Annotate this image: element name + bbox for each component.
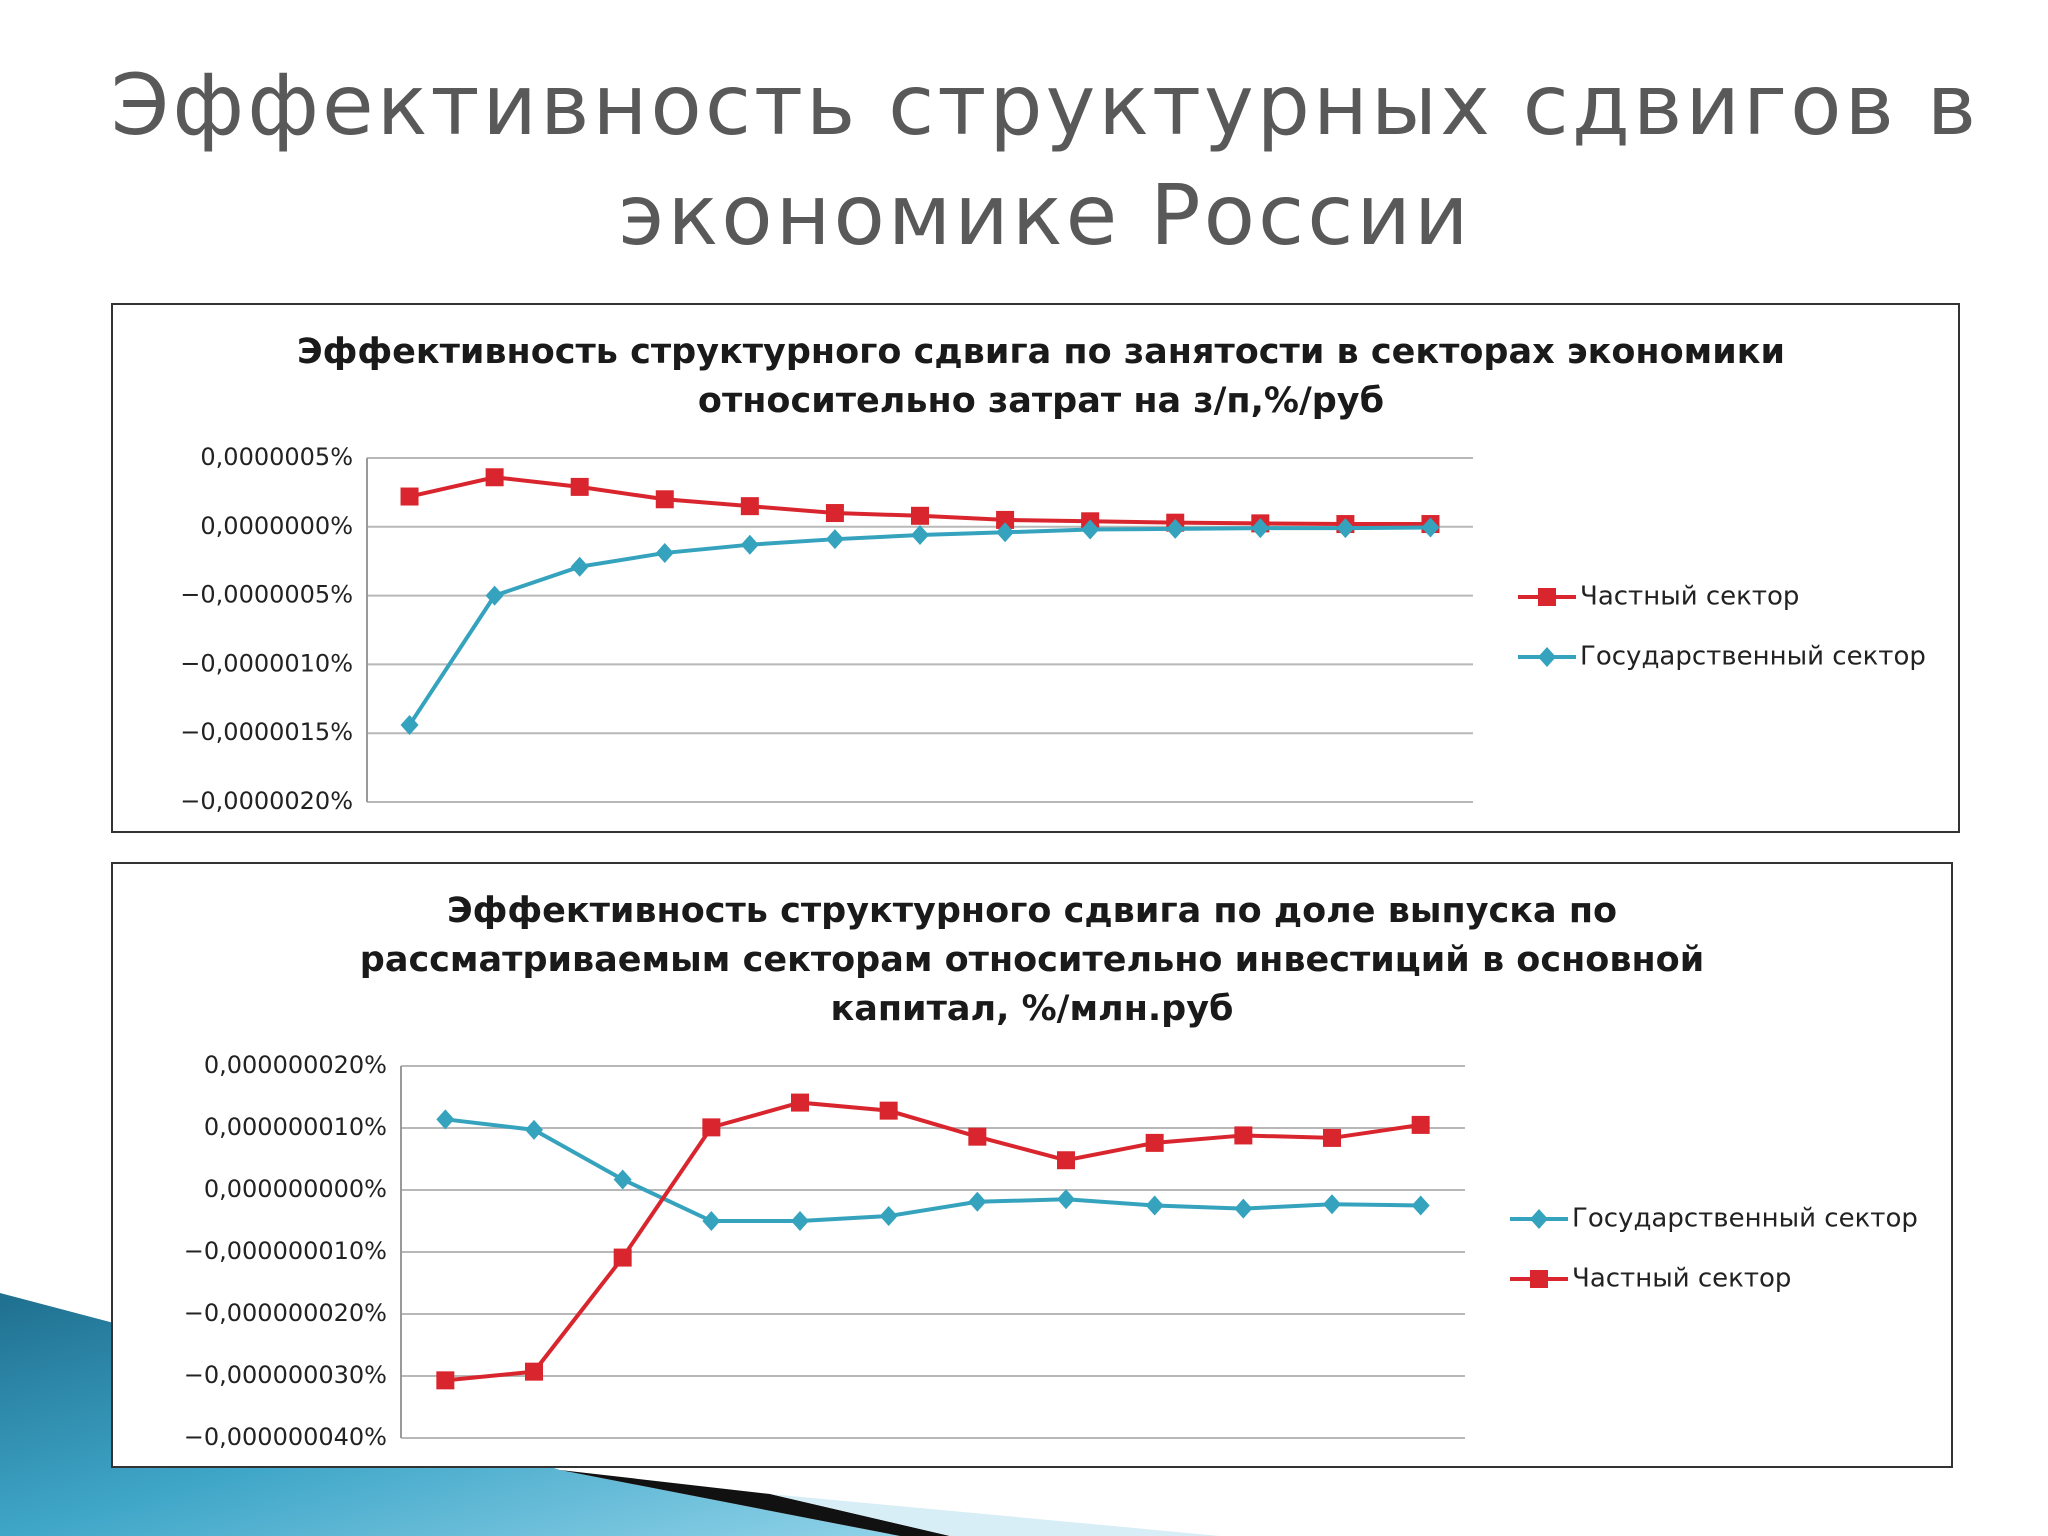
data-point (570, 477, 589, 496)
data-point (996, 522, 1015, 543)
data-point (702, 1118, 721, 1137)
y-tick-label: 0,000000000% (204, 1175, 387, 1203)
data-point (702, 1211, 721, 1231)
slide-title: Эффективность структурных сдвигов в (111, 56, 1979, 154)
y-tick-label: 0,000000010% (204, 1113, 387, 1141)
legend-marker (1530, 1270, 1548, 1288)
data-point (740, 497, 759, 516)
data-point (825, 504, 844, 523)
data-point (613, 1169, 632, 1190)
data-point (825, 529, 844, 550)
data-point (740, 534, 759, 555)
legend-label: Частный сектор (1572, 1264, 1791, 1294)
legend-marker (1538, 588, 1556, 606)
chart-title: капитал, %/млн.руб (831, 989, 1234, 1029)
legend-label: Государственный сектор (1572, 1204, 1918, 1234)
y-tick-label: −0,000000020% (184, 1299, 387, 1327)
data-point (613, 1248, 632, 1267)
data-point (879, 1101, 898, 1120)
data-point (436, 1109, 455, 1130)
data-point (791, 1093, 809, 1112)
legend-label: Частный сектор (1580, 582, 1799, 612)
decor-wedge (560, 1470, 950, 1536)
y-tick-label: 0,000000020% (204, 1051, 387, 1079)
chart-title: Эффективность структурного сдвига по дол… (447, 891, 1617, 931)
data-point (1234, 1126, 1253, 1145)
data-point (968, 1191, 987, 1212)
series-line (445, 1100, 1421, 1383)
data-point (436, 1371, 455, 1390)
data-point (570, 556, 589, 577)
y-tick-label: −0,0000015% (180, 718, 353, 746)
y-tick-label: −0,0000010% (180, 649, 353, 677)
data-point (1251, 518, 1270, 539)
data-point (1323, 1194, 1341, 1215)
data-point (996, 510, 1015, 529)
decor-light (770, 1494, 1220, 1536)
data-point (1323, 1128, 1341, 1147)
data-point (1081, 519, 1100, 540)
chart-title: рассматриваемым секторам относительно ин… (360, 940, 1704, 980)
legend-marker (1530, 1209, 1548, 1229)
chart-title: Эффективность структурного сдвига по зан… (297, 332, 1785, 372)
data-point (485, 585, 504, 606)
data-point (1411, 1115, 1430, 1134)
data-point (400, 714, 419, 735)
chart-frame (111, 303, 1960, 833)
data-point (911, 525, 929, 546)
data-point (791, 1211, 809, 1231)
slide-title: экономике России (618, 166, 1471, 264)
data-point (655, 542, 674, 563)
y-tick-label: −0,000000030% (184, 1361, 387, 1389)
legend-label: Государственный сектор (1580, 642, 1926, 672)
y-tick-label: −0,0000020% (180, 787, 353, 815)
data-point (1145, 1133, 1164, 1152)
data-point (485, 468, 504, 487)
data-point (1057, 1189, 1075, 1210)
series-line (445, 1117, 1421, 1223)
y-tick-label: 0,0000005% (200, 443, 353, 471)
data-point (911, 506, 929, 525)
data-point (1166, 518, 1185, 539)
data-point (1234, 1198, 1253, 1219)
y-tick-label: −0,0000005% (180, 581, 353, 609)
data-point (968, 1127, 987, 1146)
data-point (1057, 1151, 1075, 1170)
y-tick-label: −0,000000040% (184, 1423, 387, 1451)
chart-frame (111, 862, 1953, 1468)
data-point (1411, 1195, 1430, 1216)
data-point (879, 1206, 898, 1227)
data-point (525, 1119, 543, 1140)
data-point (1336, 518, 1355, 539)
data-point (525, 1362, 543, 1381)
decor-swoosh (0, 1293, 900, 1536)
data-point (655, 490, 674, 509)
y-tick-label: −0,000000010% (184, 1237, 387, 1265)
data-point (1145, 1195, 1164, 1216)
y-tick-label: 0,0000000% (200, 512, 353, 540)
chart-title: относительно затрат на з/п,%/руб (698, 381, 1384, 421)
legend-marker (1538, 647, 1556, 667)
data-point (1421, 517, 1440, 538)
data-point (400, 487, 419, 506)
